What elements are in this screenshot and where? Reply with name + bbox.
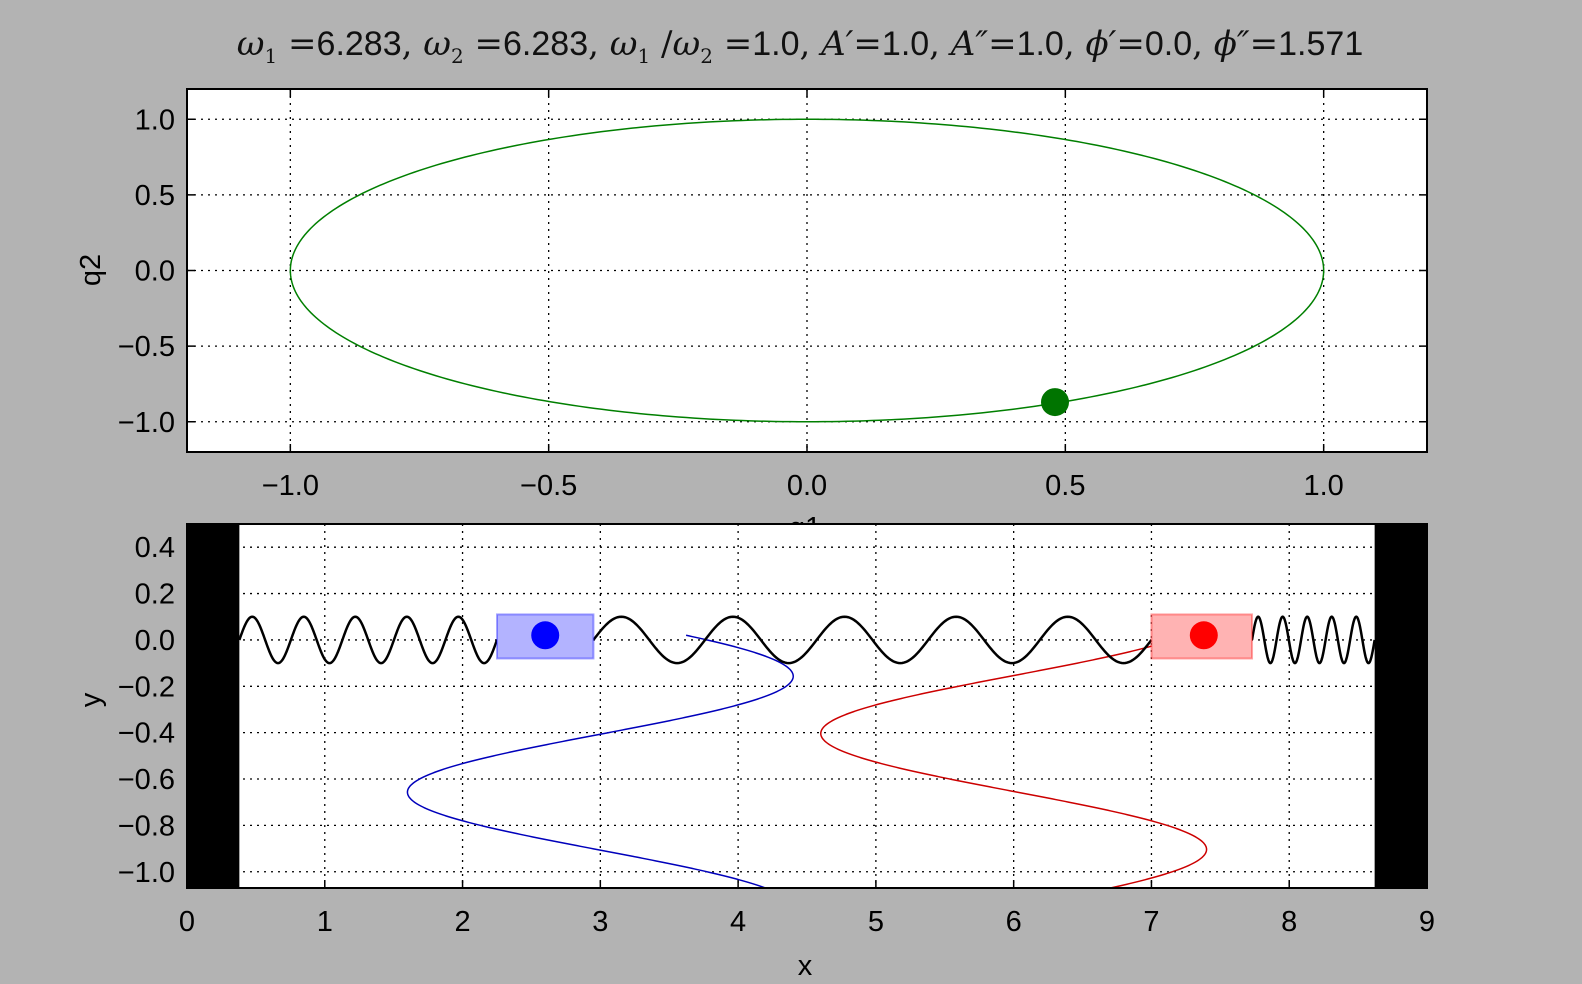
oscillator-ytick-label: 0.4: [135, 532, 175, 564]
oscillator-ytick-label: 0.2: [135, 579, 175, 611]
title-phi1: 0.0: [1145, 25, 1192, 63]
spring-2: [1250, 615, 1376, 665]
phase-space-ytick-label: −0.5: [118, 331, 175, 363]
oscillator-xtick-label: 9: [1419, 906, 1435, 938]
oscillator-trace-1: [820, 634, 1208, 888]
title-A1: 1.0: [882, 25, 929, 63]
oscillator-ytick-label: 0.0: [135, 625, 175, 657]
spring-0: [238, 615, 499, 665]
oscillator-frame: [186, 523, 1428, 889]
phase-space-ylabel: q2: [75, 254, 107, 286]
title-A2: 1.0: [1017, 25, 1064, 63]
phase-space-ticks: −1.0 −0.5 0.0 0.5 1.0 −1.0 −0.5 0.0 0.5 1.0: [118, 89, 1427, 502]
phase-space-ytick-label: 0.0: [135, 256, 175, 288]
title-omega2: 6.283: [503, 25, 588, 63]
oscillator-xtick-label: 2: [454, 906, 470, 938]
oscillator-xtick-label: 0: [179, 906, 195, 938]
oscillator-xtick-label: 3: [592, 906, 608, 938]
oscillator-trace-0: [406, 634, 794, 888]
mass-marker-1: [1189, 621, 1218, 650]
phase-space-xtick-label: 0.0: [787, 470, 827, 502]
oscillator-ytick-label: −0.4: [118, 718, 175, 750]
oscillator-content: [186, 523, 1428, 889]
phase-space-xtick-label: −1.0: [262, 470, 319, 502]
left-wall: [187, 524, 240, 888]
oscillator-ytick-label: −0.6: [118, 764, 175, 796]
spring-1: [592, 615, 1153, 665]
oscillator-grid: [187, 524, 1427, 888]
phase-space-xtick-label: 1.0: [1304, 470, 1344, 502]
oscillator-ytick-label: −0.2: [118, 671, 175, 703]
oscillator-axes: 0 1 2 3 4 5 6 7 8 90.40.20.0−0.2−0.4−0.6−0.8−1.0 …: [75, 523, 1435, 982]
oscillator-ylabel: y: [75, 692, 107, 707]
title-phi2: 1.571: [1278, 25, 1363, 63]
oscillator-ticks: 0 1 2 3 4 5 6 7 8 9 0.4 0.2 0.0 −0.2 −0.4 −0.6 −0.8 −1.0: [118, 532, 1435, 938]
phase-space-xtick-label: −0.5: [520, 470, 577, 502]
oscillator-xtick-label: 8: [1281, 906, 1297, 938]
oscillator-xtick-label: 6: [1006, 906, 1022, 938]
oscillator-xtick-label: 1: [317, 906, 333, 938]
oscillator-xtick-label: 7: [1143, 906, 1159, 938]
title-omega1: 6.283: [317, 25, 402, 63]
phase-space-ytick-label: 0.5: [135, 180, 175, 212]
phase-space-ytick-label: −1.0: [118, 407, 175, 439]
phase-space-marker: [1041, 388, 1069, 417]
phase-space-ytick-label: 1.0: [135, 104, 175, 136]
phase-space-xtick-label: 0.5: [1045, 470, 1085, 502]
oscillator-xtick-label: 4: [730, 906, 746, 938]
phase-space-axes: −1.0 −0.5 0.0 0.5 1.0 −1.0 −0.5 0.0 0.5 1.0 q2: [75, 88, 1428, 502]
phase-space-curve-group: [289, 118, 1325, 423]
title-ratio: 1.0: [752, 25, 799, 63]
oscillator-ytick-label: −1.0: [118, 857, 175, 889]
right-wall: [1374, 524, 1427, 888]
figure-title: ω1 =6.283, ω2 =6.283, ω1 /ω2 =1.0, A′=1.…: [237, 24, 1363, 68]
mass-marker-0: [531, 621, 560, 650]
oscillator-ytick-label: −0.8: [118, 810, 175, 842]
phase-space-grid: [187, 89, 1427, 452]
oscillator-xlabel: x: [798, 950, 813, 982]
oscillator-xtick-label: 5: [868, 906, 884, 938]
oscillator-plot-area: [186, 523, 1428, 889]
